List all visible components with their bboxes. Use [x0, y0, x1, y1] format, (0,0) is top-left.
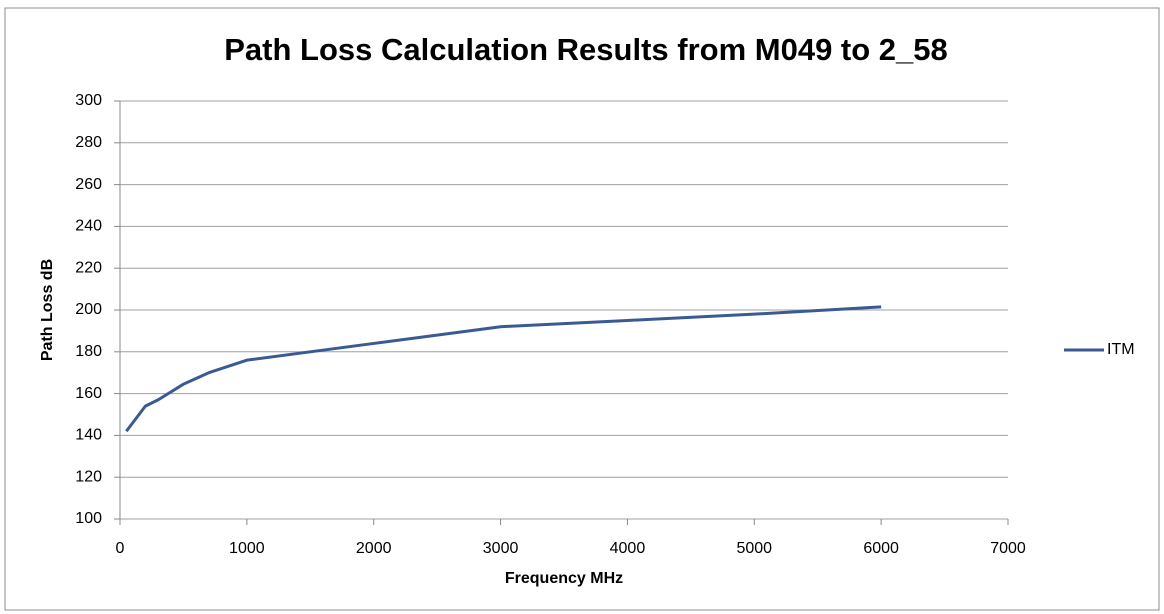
x-tick-label: 3000 [483, 540, 519, 557]
x-tick-label: 7000 [990, 540, 1026, 557]
y-tick-label: 240 [75, 218, 102, 235]
y-tick-label: 180 [75, 343, 102, 360]
y-tick-label: 140 [75, 427, 102, 444]
y-tick-label: 100 [75, 510, 102, 527]
x-tick-label: 4000 [610, 540, 646, 557]
x-axis-label: Frequency MHz [505, 570, 623, 587]
y-tick-label: 300 [75, 92, 102, 109]
data-line [125, 305, 882, 433]
chart-border [4, 7, 1160, 611]
legend-label: ITM [1107, 341, 1135, 358]
x-tick-label: 6000 [863, 540, 899, 557]
y-tick-label: 260 [75, 176, 102, 193]
x-tick-label: 5000 [736, 540, 772, 557]
x-tick-label: 2000 [356, 540, 392, 557]
y-axis-label: Path Loss dB [39, 259, 56, 361]
y-tick-label: 200 [75, 301, 102, 318]
y-tick-label: 280 [75, 134, 102, 151]
y-tick-label: 120 [75, 468, 102, 485]
y-tick-label: 220 [75, 259, 102, 276]
y-tick-label: 160 [75, 385, 102, 402]
x-tick-label: 0 [116, 540, 125, 557]
chart-title: Path Loss Calculation Results from M049 … [224, 32, 948, 67]
x-tick-label: 1000 [229, 540, 265, 557]
